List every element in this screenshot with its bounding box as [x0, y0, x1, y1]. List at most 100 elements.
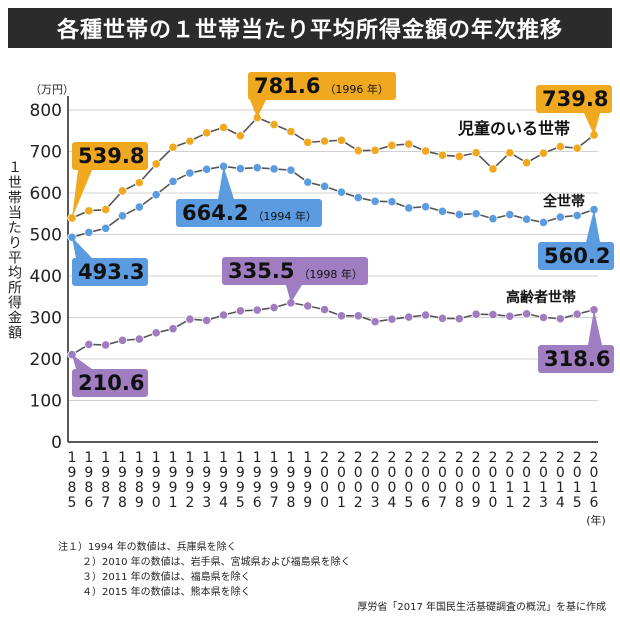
callout-pointer	[72, 170, 92, 218]
data-point	[471, 209, 481, 219]
data-point	[319, 181, 330, 191]
y-tick-label: 0	[51, 433, 62, 453]
data-point	[168, 176, 178, 186]
data-point	[151, 190, 161, 200]
x-tick-label: 0	[455, 465, 464, 481]
callout-year-note: （1994 年）	[252, 209, 317, 223]
data-point	[488, 309, 498, 320]
x-tick-label: 0	[371, 480, 380, 496]
x-tick-label: 2	[489, 450, 498, 466]
x-tick-label: 9	[202, 480, 211, 496]
x-tick-label: 7	[101, 495, 110, 511]
data-point	[151, 328, 161, 338]
data-point	[252, 163, 262, 173]
x-tick-label: 9	[169, 465, 178, 481]
data-point	[319, 305, 330, 315]
x-tick-label: 0	[472, 465, 481, 481]
callout-pointer	[72, 354, 92, 369]
data-point	[168, 324, 178, 334]
series-label-child: 児童のいる世帯	[457, 119, 570, 138]
y-tick-label: 800	[30, 101, 62, 121]
note-2: ２）2010 年の数値は、岩手県、宮城県および福島県を除く	[82, 557, 351, 568]
data-point	[134, 178, 144, 188]
x-tick-label: 0	[320, 480, 329, 496]
data-point	[286, 126, 296, 137]
data-point	[572, 210, 582, 221]
data-point	[387, 140, 397, 150]
series-label-elderly: 高齢者世帯	[506, 289, 576, 306]
x-tick-label: 1	[337, 495, 346, 511]
data-point	[202, 164, 212, 174]
data-point	[404, 139, 414, 149]
data-point	[370, 317, 380, 327]
x-tick-label: 2	[455, 450, 464, 466]
callout-box	[248, 72, 396, 100]
x-tick-label: 0	[404, 480, 413, 496]
data-point	[134, 202, 144, 212]
x-tick-label: 9	[219, 465, 228, 481]
data-point	[286, 165, 296, 175]
x-tick-label: 6	[253, 495, 262, 511]
x-tick-label: 9	[152, 465, 161, 481]
data-point	[269, 302, 279, 313]
x-tick-label: 2	[472, 450, 481, 466]
data-point	[151, 159, 161, 169]
callout-box	[72, 142, 148, 170]
x-tick-label: 1	[185, 450, 194, 466]
x-tick-label: 2	[354, 495, 363, 511]
x-tick-label: 5	[573, 495, 582, 511]
callout-value: 739.8	[542, 87, 608, 111]
note-1: 注１）1994 年の数値は、兵庫県を除く	[58, 542, 237, 553]
data-point	[370, 145, 380, 155]
x-tick-label: 1	[101, 450, 110, 466]
x-tick-label: 3	[371, 495, 380, 511]
data-point	[522, 309, 532, 319]
series-line	[71, 301, 595, 356]
data-point	[421, 146, 431, 156]
x-tick-label: 1	[135, 450, 144, 466]
x-tick-label: 8	[455, 495, 464, 511]
x-tick-label: 2	[320, 450, 329, 466]
callout-box	[538, 345, 614, 373]
data-point	[522, 214, 532, 224]
x-tick-label: 9	[253, 465, 262, 481]
data-point	[471, 148, 481, 158]
data-point	[269, 119, 279, 130]
x-tick-label: 1	[169, 495, 178, 511]
callout-year-note: （1998 年）	[298, 267, 363, 281]
x-tick-label: 8	[118, 495, 127, 511]
callout-all-start: 493.3	[72, 237, 148, 286]
x-tick-label: 2	[354, 450, 363, 466]
x-tick-label: 1	[539, 480, 548, 496]
x-unit-label: (年)	[586, 513, 606, 527]
callout-elderly-peak: 335.5 （1998 年）	[222, 257, 368, 303]
x-tick-label: 0	[421, 480, 430, 496]
data-point	[336, 135, 347, 145]
x-tick-label: 1	[489, 480, 498, 496]
x-tick-label: 9	[135, 465, 144, 481]
x-tick-label: 1	[236, 450, 245, 466]
data-point	[572, 309, 582, 319]
data-point	[218, 122, 229, 133]
x-tick-label: 6	[421, 495, 430, 511]
data-point	[235, 306, 245, 316]
x-tick-label: 0	[573, 465, 582, 481]
callout-value: 560.2	[544, 244, 610, 268]
data-point	[202, 128, 212, 138]
x-tick-label: 1	[270, 450, 279, 466]
x-tick-label: 0	[320, 465, 329, 481]
x-tick-label: 3	[539, 495, 548, 511]
data-point	[387, 197, 397, 207]
x-tick-label: 6	[84, 495, 93, 511]
callout-pointer	[72, 237, 92, 258]
y-tick-label: 400	[30, 267, 62, 287]
x-tick-label: 9	[253, 480, 262, 496]
x-tick-label: 6	[590, 495, 599, 511]
x-tick-label: 1	[253, 450, 262, 466]
callout-box	[538, 242, 614, 270]
data-point	[471, 309, 481, 319]
x-tick-label: 2	[421, 450, 430, 466]
x-tick-label: 1	[522, 480, 531, 496]
x-tick-label: 2	[590, 450, 599, 466]
x-tick-label: 8	[135, 480, 144, 496]
